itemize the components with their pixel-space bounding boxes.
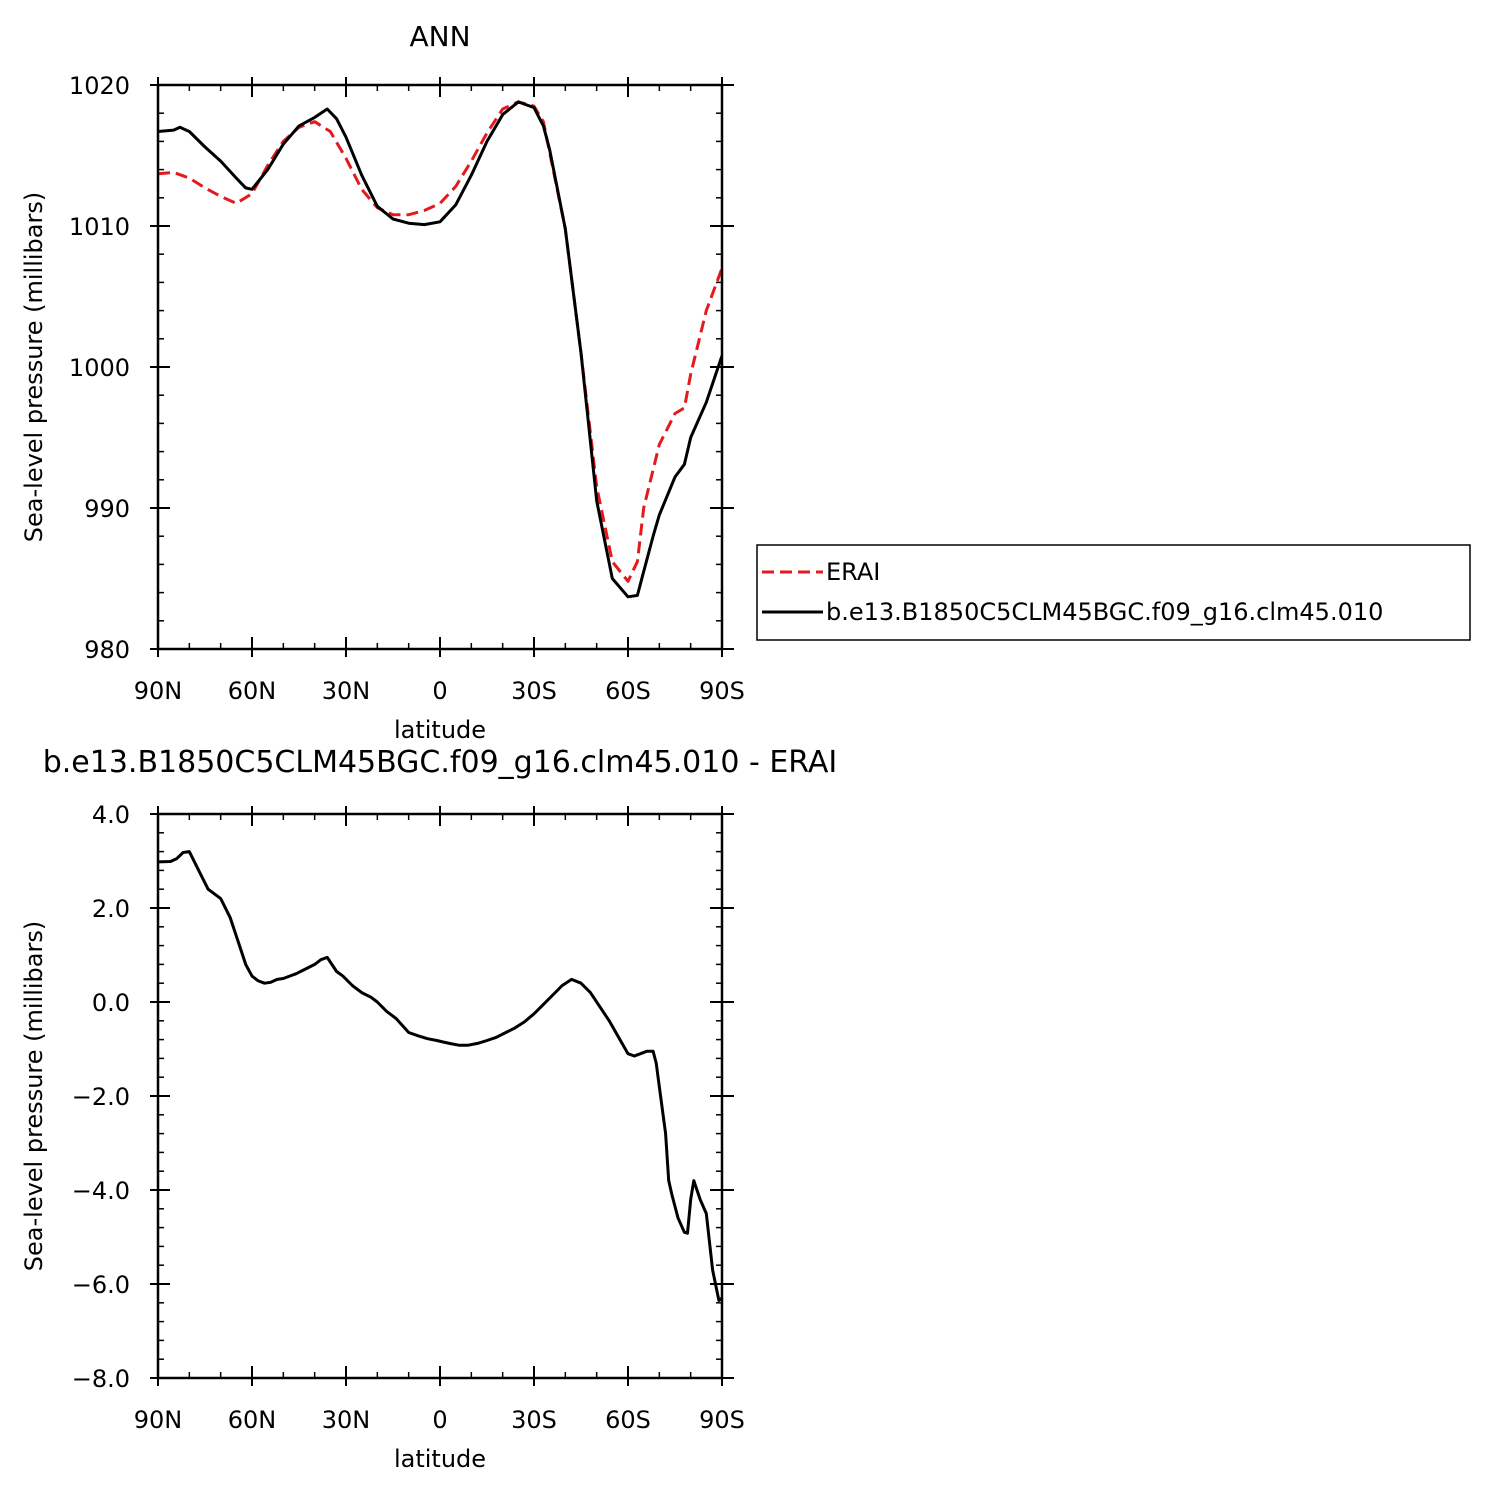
- x-tick-label: 30N: [322, 1406, 371, 1434]
- legend-label-erai: ERAI: [826, 558, 880, 586]
- x-tick-label: 90S: [699, 677, 745, 705]
- x-tick-label: 30S: [511, 1406, 557, 1434]
- x-tick-label: 30S: [511, 677, 557, 705]
- y-tick-label: 1010: [69, 213, 130, 241]
- legend: ERAI b.e13.B1850C5CLM45BGC.f09_g16.clm45…: [756, 544, 1471, 641]
- x-tick-label: 60N: [228, 1406, 277, 1434]
- y-tick-label: −2.0: [72, 1083, 130, 1111]
- series-line-0: [158, 850, 722, 1302]
- panel-title: ANN: [409, 20, 470, 53]
- plot-area: 90N 60N 30N 0 30S 60S 90S 980 990 1000 1010 1020: [69, 72, 745, 705]
- y-axis-label: Sea-level pressure (millibars): [20, 192, 48, 542]
- x-tick-label: 90N: [134, 677, 183, 705]
- x-axis-label: latitude: [394, 1445, 486, 1473]
- x-axis-label: latitude: [394, 716, 486, 744]
- x-tick-label: 0: [432, 1406, 447, 1434]
- y-axis-label: Sea-level pressure (millibars): [20, 921, 48, 1271]
- y-tick-label: 1020: [69, 72, 130, 100]
- x-tick-label: 60S: [605, 1406, 651, 1434]
- y-tick-label: −4.0: [72, 1177, 130, 1205]
- y-tick-label: 980: [84, 636, 130, 664]
- y-tick-label: 1000: [69, 354, 130, 382]
- panel-title: b.e13.B1850C5CLM45BGC.f09_g16.clm45.010 …: [43, 745, 838, 780]
- x-tick-label: 60S: [605, 677, 651, 705]
- x-tick-label: 0: [432, 677, 447, 705]
- plot-area: 90N 60N 30N 0 30S 60S 90S −8.0 −6.0 −4.0 −2.0 0.0 2.…: [72, 801, 745, 1434]
- panel-annual-mean: ANN Sea-level pressure (millibars) latit…: [20, 20, 745, 744]
- y-tick-label: 2.0: [92, 895, 130, 923]
- y-tick-label: 0.0: [92, 989, 130, 1017]
- y-tick-label: −6.0: [72, 1271, 130, 1299]
- legend-box: [756, 544, 1471, 641]
- legend-label-model: b.e13.B1850C5CLM45BGC.f09_g16.clm45.010: [826, 598, 1383, 626]
- series-line-1: [158, 100, 722, 599]
- x-tick-label: 30N: [322, 677, 371, 705]
- x-tick-label: 90N: [134, 1406, 183, 1434]
- y-tick-label: 990: [84, 495, 130, 523]
- series-line-0: [158, 100, 722, 583]
- x-tick-label: 90S: [699, 1406, 745, 1434]
- plot-frame: [156, 812, 724, 1380]
- y-tick-label: −8.0: [72, 1365, 130, 1393]
- panel-difference: b.e13.B1850C5CLM45BGC.f09_g16.clm45.010 …: [20, 745, 837, 1473]
- y-tick-label: 4.0: [92, 801, 130, 829]
- x-tick-label: 60N: [228, 677, 277, 705]
